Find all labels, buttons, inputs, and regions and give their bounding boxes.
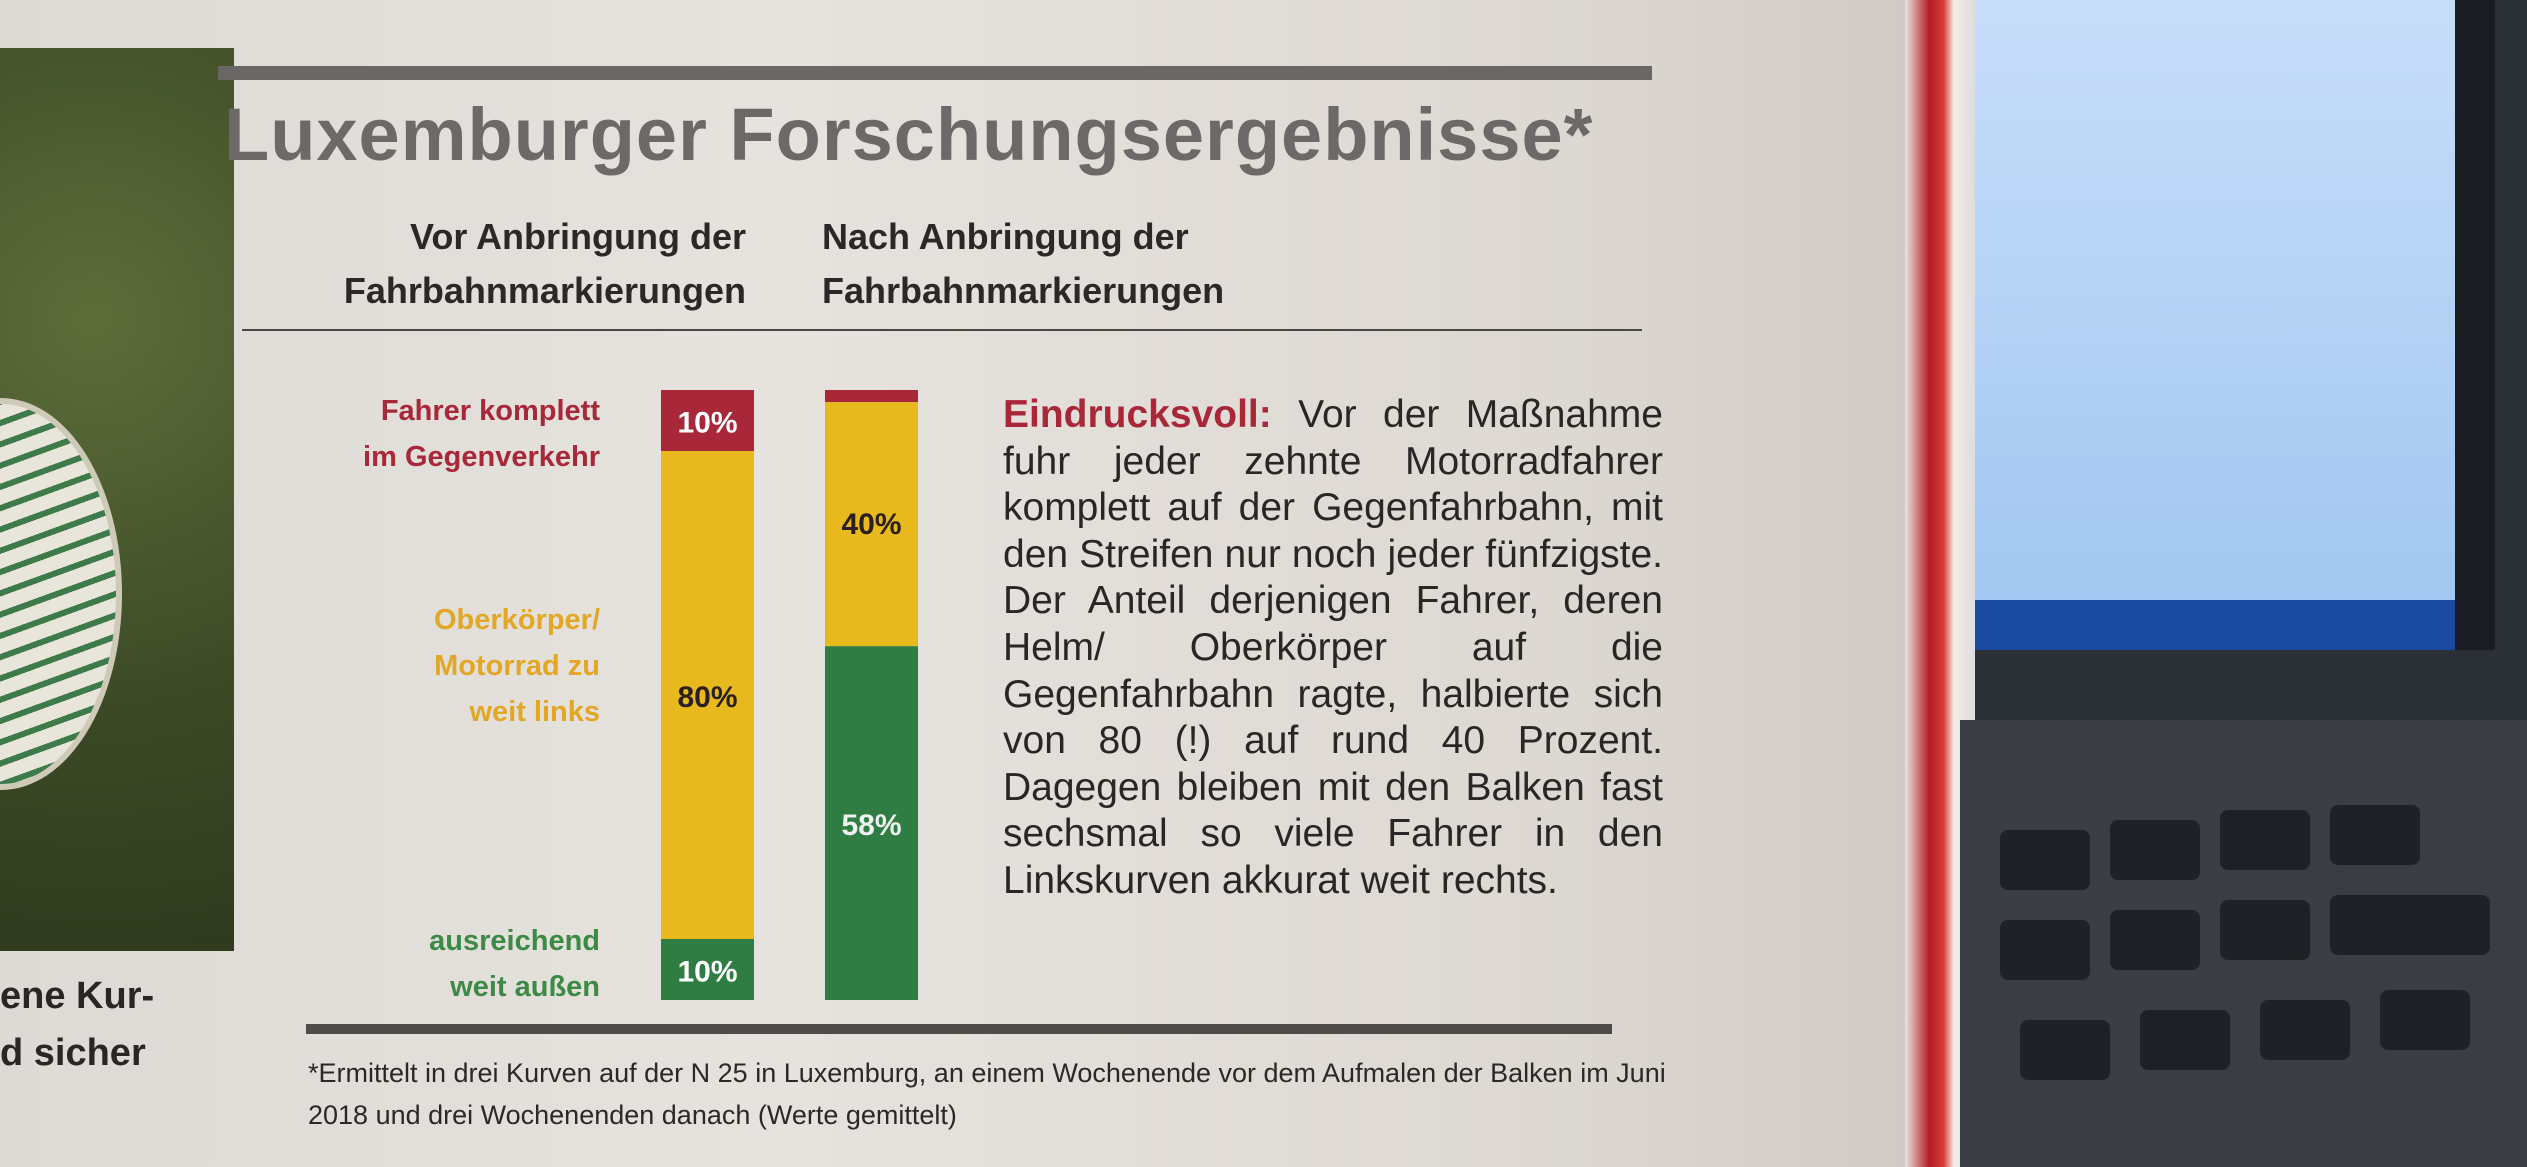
footnote: *Ermittelt in drei Kurven auf der N 25 i… — [308, 1058, 1666, 1130]
bar-value-label: 40% — [841, 508, 901, 541]
heading-line: Fahrbahnmarkierungen — [343, 270, 746, 311]
heading-line: Vor Anbringung der — [410, 216, 746, 257]
bar-segment — [825, 390, 918, 403]
bar-value-label: 10% — [677, 956, 737, 989]
key — [2260, 1000, 2350, 1060]
key — [2220, 900, 2310, 960]
key — [2330, 805, 2420, 865]
stacked-bar-chart: 10%80%10%2%40%58% — [661, 390, 918, 1000]
bar-segment — [661, 939, 754, 1000]
chart-title: Luxemburger Forschungsergebnisse* — [224, 93, 1594, 176]
body-paragraph: Eindrucksvoll: Vor der Maßnahme fuhr jed… — [1003, 392, 1663, 905]
body-lead: Eindrucksvoll: — [1003, 393, 1272, 436]
heading-divider — [242, 329, 1642, 331]
key — [2000, 830, 2090, 890]
legend-label-too-far-left: Oberkörper/ Motorrad zu weit links — [240, 597, 600, 735]
curve-road-markings — [0, 398, 122, 790]
key — [2220, 810, 2310, 870]
top-rule — [218, 66, 1652, 80]
column-heading-before: Vor Anbringung der Fahrbahnmarkierungen — [246, 210, 746, 318]
heading-line: Nach Anbringung der — [822, 216, 1189, 257]
laptop-keyboard — [1960, 720, 2527, 1167]
bar-value-label: 80% — [677, 681, 737, 714]
bar-value-label: 58% — [841, 809, 901, 842]
legend-line: Motorrad zu — [434, 650, 600, 682]
key — [2140, 1010, 2230, 1070]
bar-segment — [825, 646, 918, 1000]
laptop-taskbar — [1975, 600, 2455, 650]
key — [2020, 1020, 2110, 1080]
legend-label-far-enough-out: ausreichend weit außen — [240, 918, 600, 1010]
legend-line: Oberkörper/ — [434, 604, 600, 636]
body-text: Vor der Maßnahme fuhr jeder zehnte Motor… — [1003, 393, 1663, 902]
key — [2000, 920, 2090, 980]
heading-line: Fahrbahnmarkierungen — [822, 270, 1225, 311]
legend-line: weit außen — [450, 971, 600, 1003]
column-heading-after: Nach Anbringung der Fahrbahnmarkierungen — [822, 210, 1382, 318]
bar-segment — [661, 451, 754, 939]
photo-caption-line-1: ene Kur- — [0, 975, 155, 1017]
legend-line: ausreichend — [429, 925, 600, 957]
legend-label-oncoming: Fahrer komplett im Gegenverkehr — [240, 388, 600, 480]
key — [2330, 895, 2490, 955]
bar-value-label: 10% — [677, 407, 737, 440]
bar-segment — [825, 402, 918, 647]
bar-segment — [661, 390, 754, 451]
key — [2110, 820, 2200, 880]
legend-line: weit links — [469, 696, 600, 728]
legend-line: im Gegenverkehr — [363, 441, 600, 473]
laptop-screen — [1975, 0, 2495, 650]
legend-line: Fahrer komplett — [380, 395, 600, 427]
road-photo — [0, 48, 234, 951]
key — [2380, 990, 2470, 1050]
bottom-rule — [306, 1024, 1612, 1034]
magazine-page: ene Kur- d sicher Luxemburger Forschungs… — [0, 0, 1945, 1167]
key — [2110, 910, 2200, 970]
photo-caption-line-2: d sicher — [0, 1032, 146, 1074]
